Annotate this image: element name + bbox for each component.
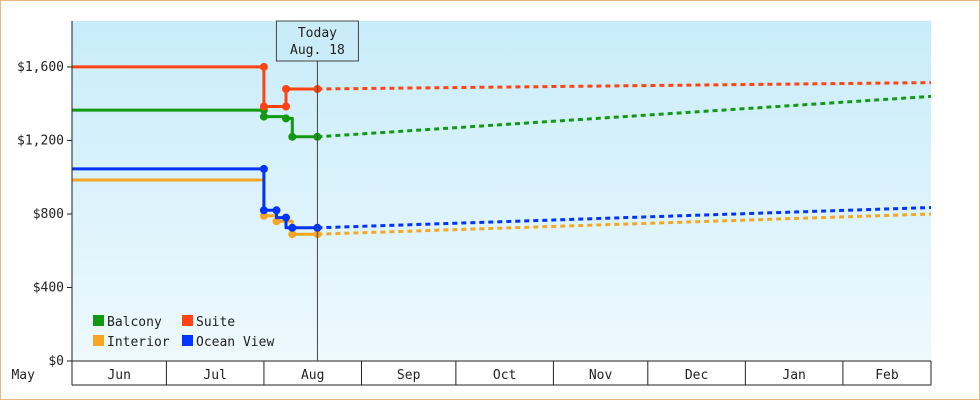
series-layer (72, 62, 931, 239)
data-point-balcony-10 (288, 132, 297, 141)
legend-swatch-suite (182, 315, 193, 326)
today-marker: Today Aug. 18 (275, 20, 359, 361)
forecast-line-ocean-view (317, 206, 931, 230)
legend-label-balcony: Balcony (107, 315, 162, 330)
x-tick-label-13: Aug (301, 368, 324, 383)
legend: Balcony Suite Interior Ocean View (93, 315, 274, 350)
data-point-ocean-view-9 (282, 213, 290, 222)
today-label: Today (298, 26, 337, 41)
data-point-suite-7 (282, 85, 290, 93)
x-tick-label-17: Dec (685, 368, 708, 383)
data-point-interior-7 (272, 217, 281, 226)
y-tick-label-1: $400 (33, 280, 64, 295)
forecast-line-interior (317, 212, 931, 236)
data-point-ocean-view-10 (288, 223, 297, 232)
x-tick-label-11: Jun (107, 368, 130, 383)
today-date: Aug. 18 (290, 43, 345, 58)
legend-label-ocean-view: Ocean View (196, 335, 274, 350)
data-point-suite-6 (282, 102, 290, 111)
x-tick-label-15: Oct (493, 368, 516, 383)
x-tick-label-18: Jan (782, 368, 805, 383)
x-tick-label-10: May (11, 368, 35, 383)
series-balcony (72, 94, 931, 141)
data-point-interior-6 (259, 211, 268, 220)
data-point-suite-5 (259, 102, 268, 111)
today-box (275, 20, 359, 62)
data-point-suite-4 (259, 62, 268, 71)
x-tick-label-16: Nov (589, 368, 613, 383)
forecast-line-balcony (317, 94, 931, 139)
series-line-suite (72, 65, 319, 108)
legend-swatch-ocean-view (182, 335, 193, 346)
data-point-ocean-view-8 (272, 206, 281, 215)
data-point-ocean-view-7 (259, 206, 268, 215)
legend-label-interior: Interior (107, 335, 170, 350)
legend-label-suite: Suite (196, 315, 235, 330)
plot-area (72, 21, 931, 361)
y-tick-label-3: $1,200 (17, 133, 64, 148)
data-point-interior-8 (288, 230, 297, 239)
series-ocean-view (72, 164, 931, 232)
x-tick-label-12: Jul (203, 368, 226, 383)
x-tick-label-19: Feb (875, 368, 899, 383)
y-tick-label-0: $0 (48, 354, 64, 369)
series-suite (72, 62, 931, 111)
forecast-line-suite (317, 81, 931, 91)
data-point-balcony-9 (282, 114, 290, 123)
legend-swatch-balcony (93, 315, 104, 326)
data-point-balcony-8 (259, 112, 268, 121)
legend-swatch-interior (93, 335, 104, 346)
axes-layer: $0 $400 $800 $1,200 $1,600 Jul Aug Sep Oct Nov Dec… (11, 21, 932, 386)
y-tick-label-4: $1,600 (17, 60, 64, 75)
data-point-ocean-view-6 (259, 164, 268, 173)
series-line-balcony (72, 108, 319, 139)
x-tick-label-14: Sep (397, 368, 421, 383)
y-tick-label-2: $800 (33, 207, 64, 222)
